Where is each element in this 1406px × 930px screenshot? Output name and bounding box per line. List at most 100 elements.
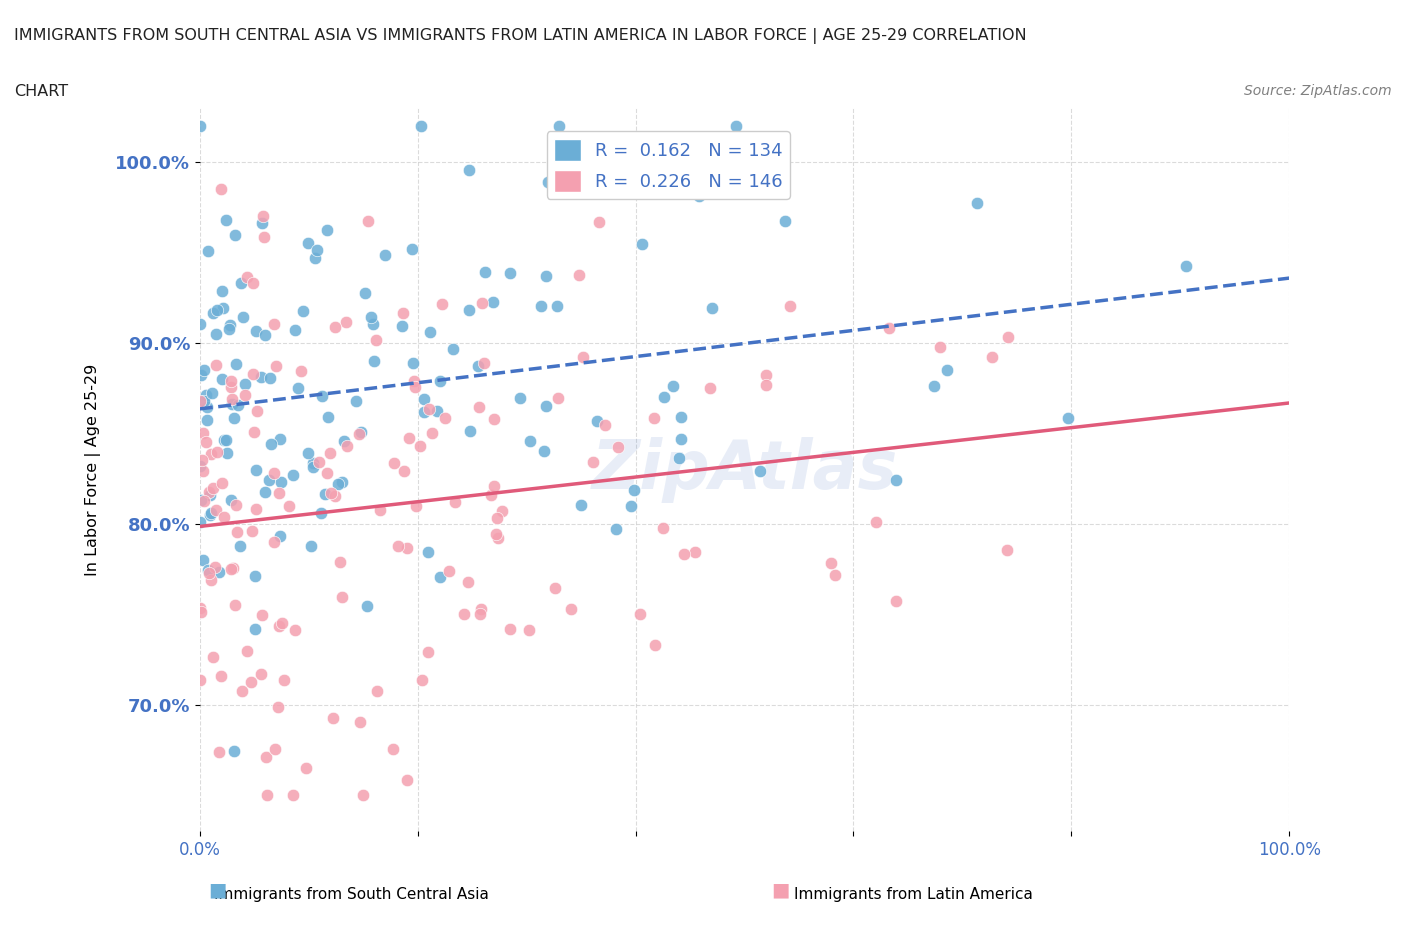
Point — [316, 409, 339, 424]
Legend: R =  0.162   N = 134, R =  0.226   N = 146: R = 0.162 N = 134, R = 0.226 N = 146 — [547, 131, 790, 199]
Point — [200, 573, 222, 588]
Point — [470, 601, 492, 616]
Point — [193, 494, 215, 509]
Point — [413, 405, 436, 419]
Point — [204, 559, 226, 574]
Point — [202, 481, 225, 496]
Point — [250, 607, 273, 622]
Point — [412, 392, 434, 406]
Point — [755, 367, 778, 382]
Point — [824, 568, 846, 583]
Point — [995, 542, 1018, 557]
Point — [205, 326, 228, 341]
Point — [266, 358, 288, 373]
Point — [219, 318, 242, 333]
Point — [517, 622, 540, 637]
Point — [429, 374, 451, 389]
Point — [404, 379, 426, 394]
Point — [214, 510, 236, 525]
Point — [267, 618, 290, 633]
Point — [474, 264, 496, 279]
Point — [702, 300, 724, 315]
Point — [316, 465, 339, 480]
Point — [200, 446, 222, 461]
Point — [643, 410, 665, 425]
Point — [188, 673, 211, 688]
Point — [468, 400, 491, 415]
Point — [201, 306, 224, 321]
Point — [366, 333, 388, 348]
Point — [499, 621, 522, 636]
Point — [630, 236, 652, 251]
Point — [572, 350, 595, 365]
Point — [254, 328, 277, 343]
Point — [416, 644, 439, 659]
Point — [191, 463, 214, 478]
Point — [482, 294, 505, 309]
Point — [292, 304, 315, 319]
Point — [391, 318, 413, 333]
Point — [368, 503, 391, 518]
Point — [314, 486, 336, 501]
Point — [219, 492, 242, 507]
Point — [269, 485, 291, 500]
Point — [297, 445, 319, 460]
Point — [231, 275, 253, 290]
Point — [471, 296, 494, 311]
Point — [195, 434, 218, 449]
Point — [381, 742, 404, 757]
Point — [232, 310, 254, 325]
Point — [884, 594, 907, 609]
Point — [243, 621, 266, 636]
Point — [536, 269, 558, 284]
Point — [219, 562, 242, 577]
Point — [401, 242, 423, 257]
Point — [484, 526, 506, 541]
Point — [672, 547, 695, 562]
Point — [215, 432, 238, 447]
Point — [270, 475, 292, 490]
Point — [606, 440, 628, 455]
Point — [208, 745, 231, 760]
Point — [263, 316, 285, 331]
Text: IMMIGRANTS FROM SOUTH CENTRAL ASIA VS IMMIGRANTS FROM LATIN AMERICA IN LABOR FOR: IMMIGRANTS FROM SOUTH CENTRAL ASIA VS IM… — [14, 28, 1026, 44]
Point — [307, 243, 329, 258]
Point — [335, 314, 357, 329]
Point — [672, 182, 695, 197]
Point — [382, 456, 405, 471]
Point — [669, 432, 692, 446]
Point — [486, 531, 509, 546]
Point — [273, 672, 295, 687]
Point — [547, 119, 569, 134]
Point — [392, 305, 415, 320]
Point — [669, 410, 692, 425]
Point — [928, 339, 950, 354]
Point — [472, 356, 495, 371]
Point — [200, 506, 222, 521]
Point — [221, 392, 243, 406]
Point — [319, 445, 342, 460]
Point — [281, 788, 304, 803]
Point — [191, 452, 214, 467]
Point — [329, 554, 352, 569]
Point — [226, 525, 249, 539]
Point — [290, 364, 312, 379]
Point — [865, 514, 887, 529]
Point — [468, 606, 491, 621]
Point — [366, 684, 388, 698]
Point — [966, 195, 988, 210]
Point — [201, 386, 224, 401]
Text: Immigrants from South Central Asia: Immigrants from South Central Asia — [214, 887, 489, 902]
Point — [295, 761, 318, 776]
Point — [820, 555, 842, 570]
Point — [259, 370, 281, 385]
Point — [195, 413, 218, 428]
Point — [668, 450, 690, 465]
Point — [224, 410, 246, 425]
Point — [205, 445, 228, 459]
Point — [1175, 259, 1198, 273]
Point — [263, 535, 285, 550]
Point — [724, 119, 747, 134]
Point — [188, 393, 211, 408]
Point — [215, 213, 238, 228]
